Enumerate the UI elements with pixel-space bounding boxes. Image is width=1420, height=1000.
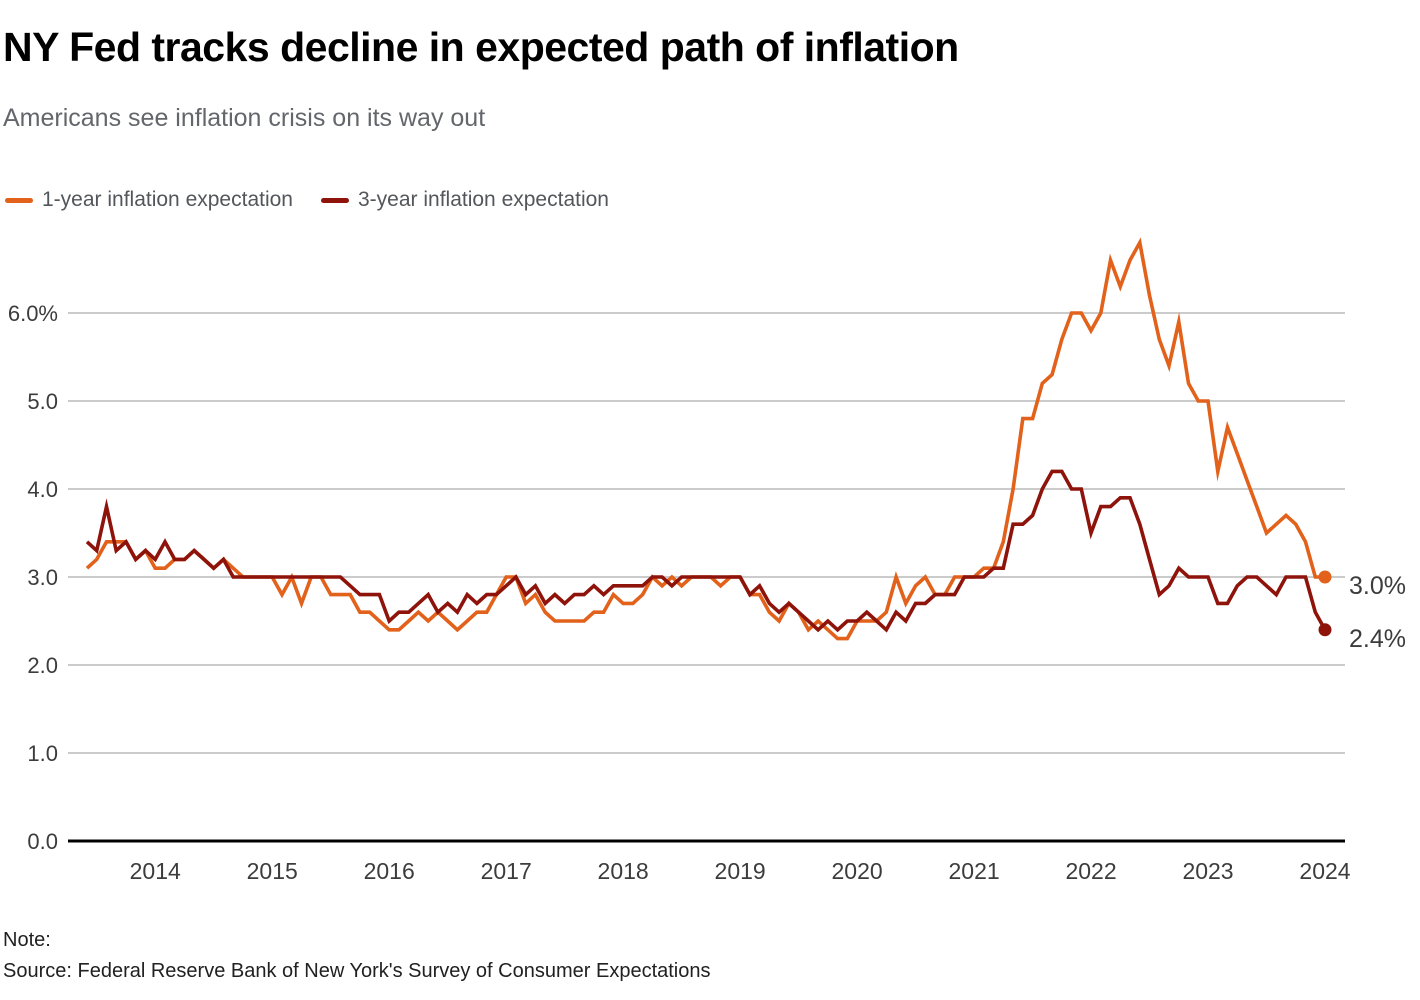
x-tick-label: 2017	[481, 858, 532, 884]
y-tick-label: 2.0	[27, 653, 58, 678]
note-label: Note:	[3, 929, 51, 951]
y-tick-label: 1.0	[27, 741, 58, 766]
end-dot-3-year	[1318, 623, 1332, 637]
x-tick-label: 2021	[948, 858, 999, 884]
x-tick-label: 2014	[130, 858, 181, 884]
x-tick-label: 2015	[247, 858, 298, 884]
x-tick-label: 2023	[1182, 858, 1233, 884]
chart-subtitle: Americans see inflation crisis on its wa…	[3, 104, 486, 132]
end-value-label-1-year: 3.0%	[1349, 572, 1406, 600]
end-dot-1-year	[1318, 570, 1332, 584]
series-line-1-year	[85, 237, 1325, 641]
x-tick-label: 2024	[1299, 858, 1350, 884]
chart-title: NY Fed tracks decline in expected path o…	[3, 24, 959, 70]
y-tick-label: 3.0	[27, 565, 58, 590]
x-tick-label: 2019	[715, 858, 766, 884]
legend-swatch-1-year	[5, 197, 33, 203]
x-tick-label: 2018	[598, 858, 649, 884]
y-tick-label: 4.0	[27, 477, 58, 502]
source-line: Source: Federal Reserve Bank of New York…	[3, 960, 711, 982]
legend-label-3-year: 3-year inflation expectation	[358, 188, 609, 211]
end-value-label-3-year: 2.4%	[1349, 625, 1406, 653]
legend: 1-year inflation expectation 3-year infla…	[5, 188, 609, 212]
y-tick-label: 0.0	[27, 829, 58, 854]
x-tick-label: 2016	[364, 858, 415, 884]
chart-footer: Note: Source: Federal Reserve Bank of Ne…	[3, 929, 711, 983]
x-tick-label: 2022	[1065, 858, 1116, 884]
legend-swatch-3-year	[321, 197, 349, 203]
y-tick-label: 6.0%	[8, 301, 58, 326]
legend-label-1-year: 1-year inflation expectation	[42, 188, 293, 211]
y-tick-label: 5.0	[27, 389, 58, 414]
legend-item-1-year: 1-year inflation expectation	[5, 188, 293, 212]
series-line-3-year	[85, 469, 1327, 633]
legend-item-3-year: 3-year inflation expectation	[321, 188, 609, 212]
x-tick-label: 2020	[832, 858, 883, 884]
